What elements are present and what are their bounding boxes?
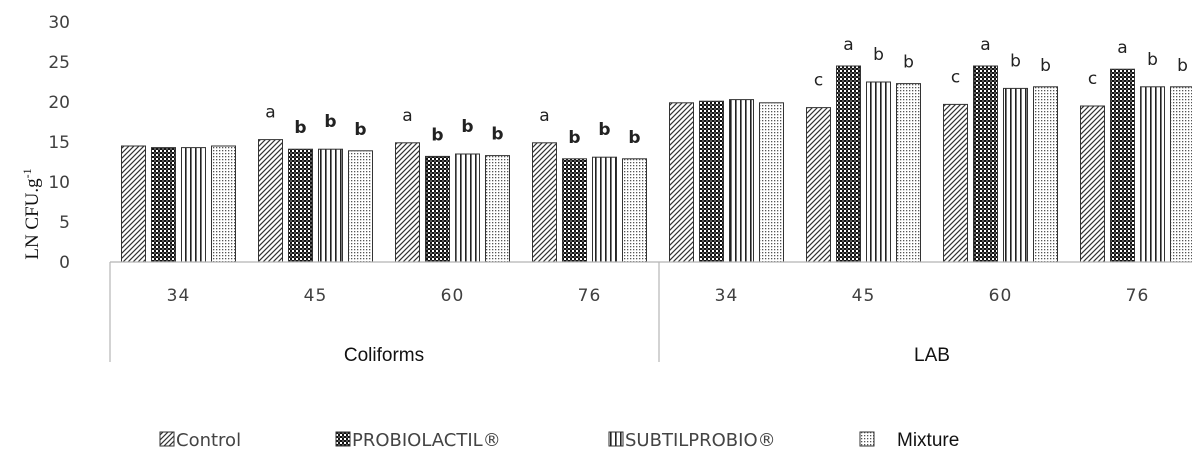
bar: [425, 155, 450, 263]
bars: [121, 65, 1192, 263]
significance-label: a: [539, 106, 549, 126]
significance-label: c: [814, 71, 823, 91]
legend-label: Mixture: [897, 430, 959, 451]
significance-label: b: [294, 118, 306, 138]
significance-label: a: [402, 106, 412, 126]
bar: [258, 139, 283, 263]
significance-label: b: [431, 125, 443, 145]
bar: [729, 99, 754, 263]
bar: [806, 107, 831, 263]
significance-label: b: [324, 112, 336, 132]
bar: [181, 147, 206, 263]
significance-label: b: [598, 120, 610, 140]
x-axis-groups: Coliforms LAB: [344, 345, 950, 366]
significance-label: b: [1147, 50, 1158, 70]
significance-label: b: [568, 128, 580, 148]
x-axis-categories: 34 45 60 76 34 45 60 76: [167, 286, 1150, 306]
bar: [1080, 105, 1105, 263]
significance-label: c: [951, 67, 960, 87]
x-tick-label: 45: [304, 286, 328, 306]
significance-label: a: [265, 103, 275, 123]
bar: [532, 142, 557, 263]
bar: [943, 103, 968, 263]
x-group-label: Coliforms: [344, 345, 424, 366]
y-tick-label: 10: [48, 173, 70, 193]
bar: [395, 142, 420, 263]
bar: [1140, 86, 1165, 263]
y-tick-label: 30: [48, 13, 70, 33]
bar: [866, 81, 891, 263]
significance-label: b: [903, 53, 914, 73]
significance-label: c: [1088, 69, 1097, 89]
legend-swatch: [608, 431, 624, 447]
bar: [973, 65, 998, 263]
bar: [562, 158, 587, 263]
y-tick-label: 15: [48, 133, 70, 153]
x-tick-label: 45: [852, 286, 876, 306]
significance-label: b: [491, 125, 503, 145]
bar: [699, 100, 724, 263]
bar: [455, 153, 480, 263]
significance-label: b: [1040, 56, 1051, 76]
bar: [318, 148, 343, 263]
bar: [288, 148, 313, 263]
y-tick-label: 0: [59, 253, 70, 273]
bar: [1110, 68, 1135, 263]
significance-label: b: [873, 45, 884, 65]
legend-swatch: [859, 431, 875, 447]
x-group-label: LAB: [914, 345, 950, 366]
significance-label: b: [628, 128, 640, 148]
x-tick-label: 34: [167, 286, 191, 306]
legend-label: PROBIOLACTIL®: [352, 430, 501, 451]
y-axis-label: LN CFU.g-1: [20, 168, 43, 259]
y-axis: 0 5 10 15 20 25 30: [48, 13, 70, 273]
x-tick-label: 60: [441, 286, 465, 306]
x-tick-label: 76: [578, 286, 602, 306]
significance-label: b: [354, 120, 366, 140]
bar: [348, 150, 373, 263]
legend-label: Control: [176, 430, 241, 451]
bar: [1170, 86, 1192, 263]
bar: [759, 102, 784, 263]
legend-label: SUBTILPROBIO®: [625, 430, 776, 451]
legend: Control PROBIOLACTIL® SUBTILPROBIO® Mixture: [159, 430, 959, 451]
bar: [669, 102, 694, 263]
bar: [151, 147, 176, 263]
x-tick-label: 60: [989, 286, 1013, 306]
bar: [211, 145, 236, 263]
bar: [485, 155, 510, 263]
significance-label: b: [461, 117, 473, 137]
significance-label: b: [1177, 56, 1188, 76]
bar: [592, 156, 617, 263]
significance-label: a: [1117, 38, 1127, 58]
x-tick-label: 34: [715, 286, 739, 306]
significance-label: a: [843, 35, 853, 55]
bar: [1003, 87, 1028, 263]
significance-label: b: [1010, 51, 1021, 71]
legend-swatch: [335, 431, 351, 447]
bar: [836, 65, 861, 263]
legend-swatch: [159, 431, 175, 447]
bar: [121, 145, 146, 263]
y-tick-label: 5: [59, 213, 70, 233]
significance-label: a: [980, 35, 990, 55]
y-tick-label: 20: [48, 93, 70, 113]
bar: [1033, 86, 1058, 263]
bar: [896, 83, 921, 263]
x-tick-label: 76: [1126, 286, 1150, 306]
bar: [622, 158, 647, 263]
y-tick-label: 25: [48, 53, 70, 73]
